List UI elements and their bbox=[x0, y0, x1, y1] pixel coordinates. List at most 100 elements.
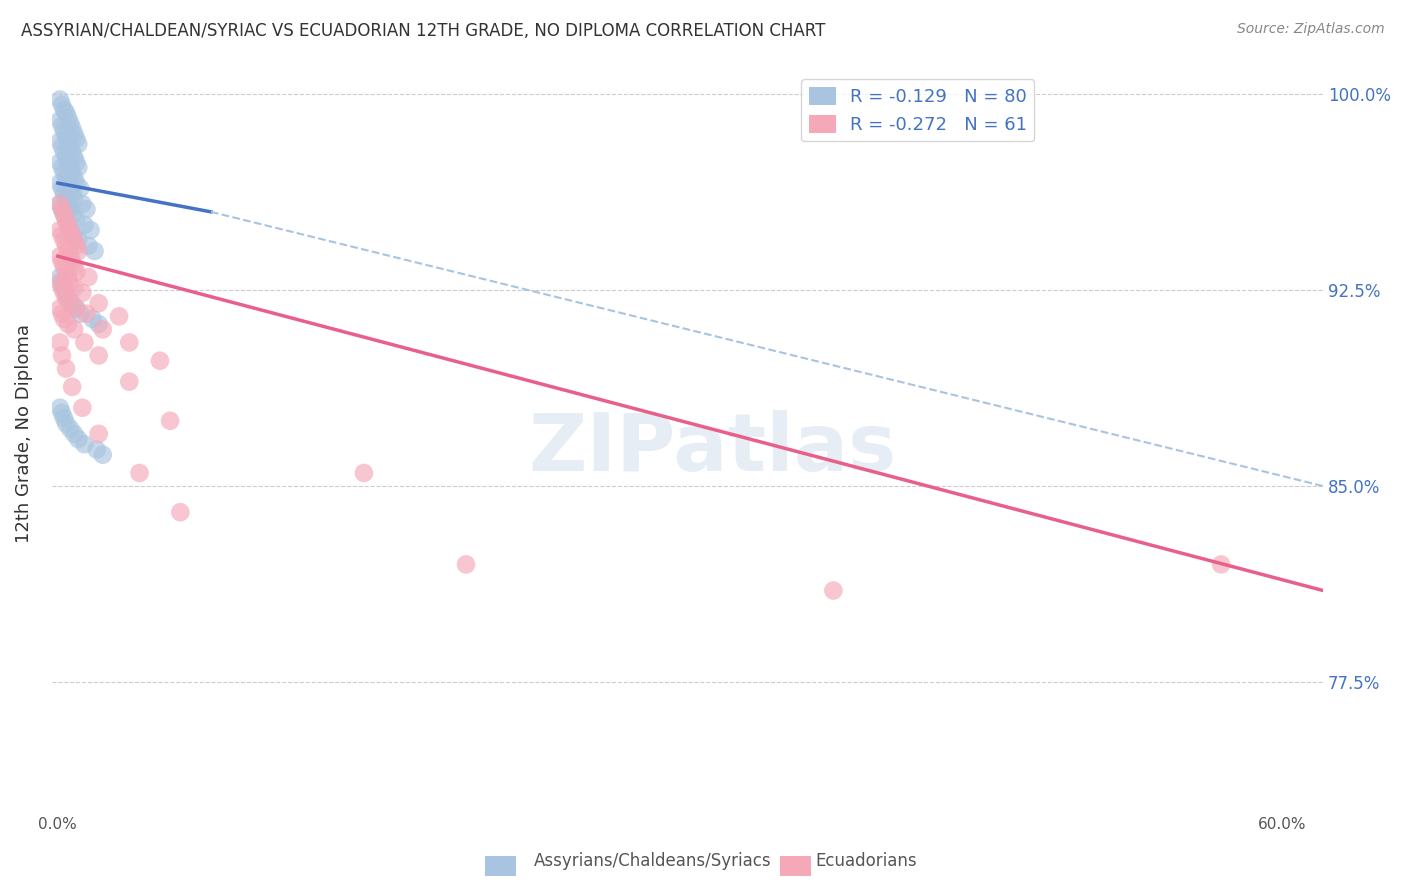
Point bbox=[51, 202, 73, 217]
Point bbox=[55, 150, 77, 164]
Point bbox=[55, 212, 77, 227]
Point bbox=[118, 375, 141, 389]
Point bbox=[75, 202, 97, 217]
Point bbox=[55, 361, 77, 376]
Point bbox=[65, 212, 87, 227]
Point bbox=[63, 228, 86, 243]
Point bbox=[49, 401, 72, 415]
Point bbox=[63, 426, 86, 441]
Legend: R = -0.129   N = 80, R = -0.272   N = 61: R = -0.129 N = 80, R = -0.272 N = 61 bbox=[801, 79, 1035, 142]
Point bbox=[59, 161, 82, 175]
Point bbox=[63, 280, 86, 294]
Point bbox=[79, 223, 101, 237]
Point bbox=[49, 176, 72, 190]
Point bbox=[128, 466, 150, 480]
Point bbox=[73, 218, 96, 232]
Point bbox=[63, 170, 86, 185]
Point bbox=[65, 265, 87, 279]
Point bbox=[56, 244, 79, 258]
Point bbox=[51, 181, 73, 195]
Point bbox=[51, 406, 73, 420]
Point bbox=[49, 155, 72, 169]
Point bbox=[51, 280, 73, 294]
Point bbox=[59, 223, 82, 237]
Point bbox=[49, 113, 72, 128]
Point bbox=[60, 228, 83, 243]
Point bbox=[51, 119, 73, 133]
Point bbox=[59, 202, 82, 217]
Point bbox=[49, 197, 72, 211]
Point bbox=[60, 145, 83, 159]
Point bbox=[65, 132, 87, 146]
Point bbox=[59, 223, 82, 237]
Point bbox=[55, 291, 77, 305]
Point bbox=[56, 317, 79, 331]
Point bbox=[53, 186, 76, 201]
Point bbox=[65, 239, 87, 253]
Point bbox=[72, 285, 94, 300]
Point bbox=[56, 197, 79, 211]
Point bbox=[65, 301, 87, 316]
Point bbox=[59, 296, 82, 310]
Point bbox=[82, 312, 104, 326]
Point bbox=[65, 155, 87, 169]
Point bbox=[53, 280, 76, 294]
Point bbox=[75, 307, 97, 321]
Point bbox=[55, 129, 77, 144]
Point bbox=[53, 207, 76, 221]
Point bbox=[49, 276, 72, 290]
Point bbox=[87, 349, 110, 363]
Point bbox=[118, 335, 141, 350]
Text: Source: ZipAtlas.com: Source: ZipAtlas.com bbox=[1237, 22, 1385, 37]
Point bbox=[169, 505, 191, 519]
Point bbox=[67, 244, 90, 258]
Point bbox=[51, 254, 73, 268]
Point bbox=[63, 150, 86, 164]
Point bbox=[63, 322, 86, 336]
Point bbox=[55, 192, 77, 206]
Point bbox=[86, 442, 108, 457]
Point bbox=[53, 234, 76, 248]
Point bbox=[67, 432, 90, 446]
Point bbox=[65, 176, 87, 190]
Text: Assyrians/Chaldeans/Syriacs: Assyrians/Chaldeans/Syriacs bbox=[534, 852, 772, 870]
Point bbox=[53, 103, 76, 117]
Point bbox=[51, 139, 73, 153]
Point bbox=[56, 270, 79, 285]
Point bbox=[60, 166, 83, 180]
Text: Ecuadorians: Ecuadorians bbox=[815, 852, 917, 870]
Text: ASSYRIAN/CHALDEAN/SYRIAC VS ECUADORIAN 12TH GRADE, NO DIPLOMA CORRELATION CHART: ASSYRIAN/CHALDEAN/SYRIAC VS ECUADORIAN 1… bbox=[21, 22, 825, 40]
Point bbox=[55, 239, 77, 253]
Point bbox=[108, 310, 131, 324]
Point bbox=[69, 181, 91, 195]
Point bbox=[56, 155, 79, 169]
Point bbox=[49, 223, 72, 237]
Point bbox=[60, 296, 83, 310]
Point bbox=[823, 583, 845, 598]
Point bbox=[60, 254, 83, 268]
Point bbox=[159, 414, 181, 428]
Point bbox=[73, 437, 96, 451]
Point bbox=[55, 417, 77, 431]
Point bbox=[51, 349, 73, 363]
Point bbox=[59, 139, 82, 153]
Point bbox=[60, 121, 83, 136]
Point bbox=[72, 197, 94, 211]
Point bbox=[51, 97, 73, 112]
Point bbox=[87, 296, 110, 310]
Point bbox=[53, 411, 76, 425]
Point bbox=[60, 207, 83, 221]
Point bbox=[56, 111, 79, 125]
Point bbox=[53, 260, 76, 274]
Point bbox=[353, 466, 375, 480]
Point bbox=[51, 161, 73, 175]
Point bbox=[53, 124, 76, 138]
Point bbox=[51, 202, 73, 217]
Point bbox=[53, 285, 76, 300]
Point bbox=[63, 260, 86, 274]
Point bbox=[63, 127, 86, 141]
Point bbox=[65, 301, 87, 316]
Point bbox=[56, 134, 79, 148]
Point bbox=[72, 401, 94, 415]
Point bbox=[53, 312, 76, 326]
